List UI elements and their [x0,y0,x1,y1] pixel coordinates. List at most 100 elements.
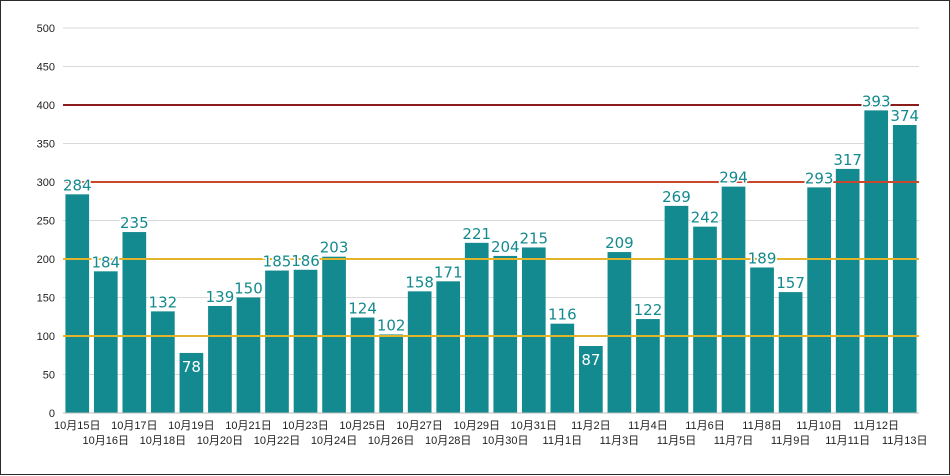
x-tick-label: 10月31日 [511,420,557,432]
x-tick-label: 11月9日 [771,435,811,447]
data-label: 171 [434,263,463,281]
data-label: 284 [63,176,92,194]
x-tick-label: 11月13日 [882,435,928,447]
bar [493,255,518,413]
data-label: 215 [519,229,548,247]
y-tick-label: 100 [37,331,55,343]
data-label: 374 [890,107,919,125]
x-tick-label: 11月1日 [543,435,583,447]
x-tick-label: 11月2日 [571,420,611,432]
data-label: 189 [748,249,777,267]
bar [864,110,889,413]
y-tick-label: 150 [37,293,55,305]
data-label: 294 [719,169,748,187]
x-tick-label: 11月6日 [685,420,725,432]
data-label: 242 [691,209,720,227]
bar [693,226,717,413]
data-label: 139 [206,288,235,306]
data-label: 102 [377,316,406,334]
x-tick-label: 10月26日 [368,435,414,447]
bar [93,271,118,413]
x-tick-label: 10月27日 [396,420,442,432]
bar [322,256,346,413]
bar [636,319,660,413]
data-label: 204 [491,238,520,256]
x-tick-label: 11月10日 [796,420,842,432]
x-axis: 10月15日 10月16日 10月17日 10月18日 10月19日 10月20日 10月2… [54,412,928,447]
bar [350,317,375,413]
bar [407,291,432,413]
x-tick-label: 11月8日 [742,420,782,432]
y-tick-label: 500 [37,23,55,35]
data-label: 235 [120,214,149,232]
x-tick-label: 10月21日 [225,420,271,432]
y-tick-label: 450 [37,62,55,74]
data-label: 87 [581,351,600,369]
bar-series [65,110,917,414]
data-label: 269 [662,188,691,206]
bar [550,323,575,413]
data-label: 293 [805,169,834,187]
x-tick-label: 10月29日 [453,420,499,432]
x-tick-label: 10月25日 [339,420,385,432]
bar [750,267,774,413]
bar [892,125,917,414]
data-label: 78 [182,358,201,376]
bar [208,305,232,413]
bar [293,269,318,413]
bar [379,334,403,413]
y-tick-label: 250 [37,216,55,228]
y-tick-label: 350 [37,139,55,151]
data-label: 132 [149,293,178,311]
bar [521,247,546,413]
bar [721,186,746,413]
bar [236,297,261,413]
x-tick-label: 11月12日 [853,420,899,432]
data-label: 184 [91,253,120,271]
bar [607,252,632,413]
x-tick-label: 10月20日 [197,435,243,447]
x-tick-label: 10月23日 [282,420,328,432]
bar [122,232,147,413]
bar [835,168,860,413]
x-tick-label: 11月11日 [825,435,870,447]
data-label: 203 [320,239,349,257]
bar [778,292,803,413]
x-tick-label: 10月15日 [54,420,100,432]
x-tick-label: 11月4日 [628,420,668,432]
data-label: 393 [862,92,891,110]
data-label: 221 [462,225,491,243]
x-tick-label: 10月17日 [111,420,157,432]
x-tick-label: 10月28日 [425,435,471,447]
y-axis: 0 50 100 150 200 250 300 350 400 450 500 [37,23,55,420]
y-tick-label: 400 [37,100,55,112]
data-label: 122 [634,301,663,319]
bar [151,311,175,413]
x-tick-label: 10月24日 [311,435,357,447]
y-tick-label: 300 [37,177,55,189]
x-tick-label: 10月30日 [482,435,528,447]
x-tick-label: 11月3日 [600,435,640,447]
x-tick-label: 10月19日 [168,420,214,432]
data-label: 185 [263,253,292,271]
bar [265,270,289,413]
x-tick-label: 10月18日 [140,435,186,447]
bar [179,352,204,413]
data-label: 209 [605,234,634,252]
data-label: 116 [548,306,577,324]
x-tick-label: 11月7日 [714,435,754,447]
y-tick-label: 0 [49,408,55,420]
data-label: 186 [291,252,320,270]
data-label: 124 [348,300,377,318]
bar [579,346,603,413]
bar [436,281,461,413]
x-tick-label: 11月5日 [657,435,697,447]
data-label: 150 [234,280,263,298]
data-label: 158 [405,273,434,291]
bar [464,242,489,413]
x-tick-label: 10月22日 [254,435,300,447]
data-label: 157 [776,274,805,292]
